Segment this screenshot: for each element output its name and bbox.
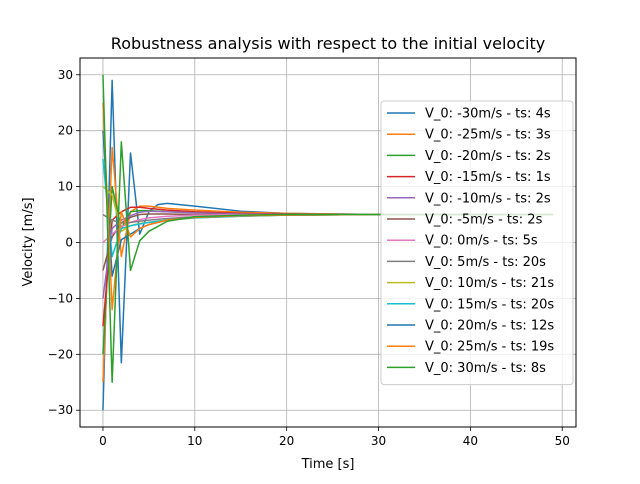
legend: V_0: -30m/s - ts: 4s V_0: -25m/s - ts: 3s… — [380, 100, 574, 386]
legend-label-0: V_0: -30m/s - ts: 4s — [425, 107, 551, 122]
x-tick-label: 40 — [463, 434, 478, 448]
ticks: 0 10 20 30 40 50 −30 −20 −10 0 10 20 30 — [48, 68, 570, 448]
legend-label-2: V_0: -20m/s - ts: 2s — [425, 149, 551, 164]
legend-label-9: V_0: 15m/s - ts: 20s — [425, 297, 554, 312]
legend-label-8: V_0: 10m/s - ts: 21s — [425, 276, 554, 291]
legend-label-11: V_0: 25m/s - ts: 19s — [425, 340, 554, 355]
legend-label-12: V_0: 30m/s - ts: 8s — [425, 361, 546, 376]
x-tick-label: 30 — [371, 434, 386, 448]
legend-label-10: V_0: 20m/s - ts: 12s — [425, 319, 554, 334]
legend-box — [380, 100, 574, 386]
legend-label-1: V_0: -25m/s - ts: 3s — [425, 128, 551, 143]
x-axis-label: Time [s] — [301, 457, 355, 472]
legend-label-4: V_0: -10m/s - ts: 2s — [425, 191, 551, 206]
chart-title: Robustness analysis with respect to the … — [111, 34, 545, 53]
y-axis-label: Velocity [m/s] — [21, 197, 36, 286]
x-tick-label: 0 — [99, 434, 107, 448]
y-tick-label: −10 — [48, 291, 73, 305]
y-tick-label: 20 — [58, 124, 73, 138]
y-tick-label: −20 — [48, 347, 73, 361]
y-tick-label: 10 — [58, 180, 73, 194]
x-tick-label: 20 — [279, 434, 294, 448]
legend-label-3: V_0: -15m/s - ts: 1s — [425, 170, 551, 185]
y-tick-label: 0 — [65, 236, 73, 250]
x-tick-label: 50 — [555, 434, 570, 448]
series-layer — [102, 74, 554, 411]
x-tick-label: 10 — [187, 434, 202, 448]
legend-label-7: V_0: 5m/s - ts: 20s — [425, 255, 546, 270]
legend-label-6: V_0: 0m/s - ts: 5s — [425, 234, 538, 249]
series-line-12 — [102, 74, 554, 384]
y-tick-label: 30 — [58, 68, 73, 82]
legend-label-5: V_0: -5m/s - ts: 2s — [425, 213, 543, 228]
plot-area — [102, 74, 554, 411]
y-tick-label: −30 — [48, 403, 73, 417]
